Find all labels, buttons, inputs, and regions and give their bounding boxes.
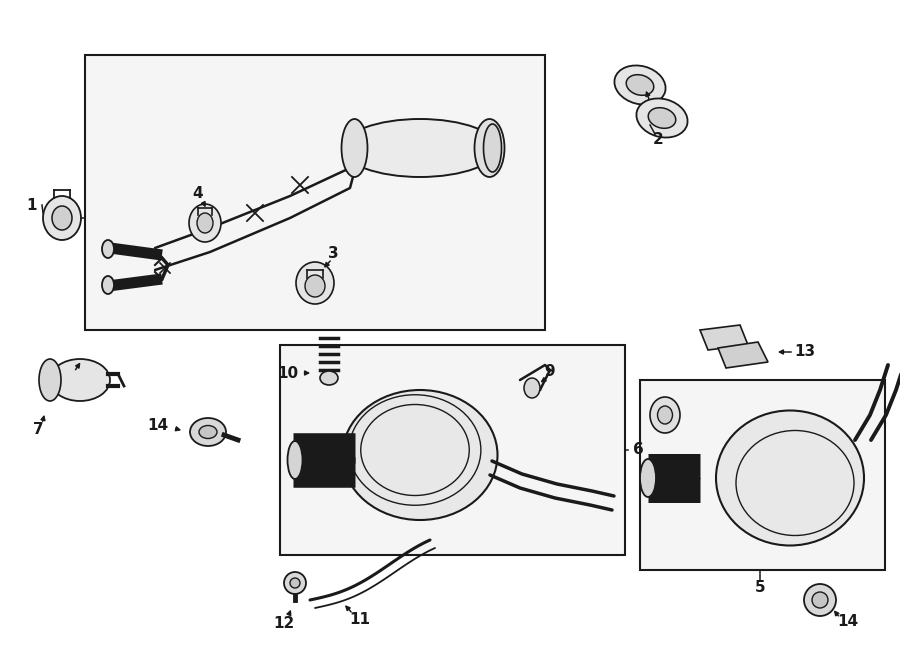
- Ellipse shape: [716, 410, 864, 545]
- Ellipse shape: [296, 262, 334, 304]
- Ellipse shape: [305, 275, 325, 297]
- Ellipse shape: [102, 276, 114, 294]
- Ellipse shape: [804, 584, 836, 616]
- Ellipse shape: [658, 406, 672, 424]
- Ellipse shape: [284, 572, 306, 594]
- Text: 9: 9: [544, 364, 555, 379]
- Text: 14: 14: [837, 615, 859, 629]
- Ellipse shape: [39, 359, 61, 401]
- Ellipse shape: [343, 390, 498, 520]
- Ellipse shape: [343, 119, 498, 177]
- Ellipse shape: [102, 240, 114, 258]
- Text: 12: 12: [274, 615, 294, 631]
- Ellipse shape: [648, 108, 676, 128]
- Polygon shape: [700, 325, 748, 350]
- Ellipse shape: [290, 578, 300, 588]
- Text: 7: 7: [32, 422, 43, 438]
- Ellipse shape: [52, 206, 72, 230]
- Text: 10: 10: [277, 366, 299, 381]
- Ellipse shape: [43, 196, 81, 240]
- Ellipse shape: [341, 119, 367, 177]
- Bar: [280, 345, 625, 555]
- Ellipse shape: [197, 213, 213, 233]
- Text: 6: 6: [633, 442, 643, 457]
- Ellipse shape: [615, 65, 666, 104]
- Text: 5: 5: [755, 580, 765, 596]
- Text: 3: 3: [328, 245, 338, 260]
- Polygon shape: [718, 342, 768, 368]
- Ellipse shape: [640, 459, 656, 497]
- Ellipse shape: [474, 119, 505, 177]
- Bar: [85, 55, 545, 330]
- Text: 14: 14: [148, 418, 168, 432]
- Ellipse shape: [626, 75, 653, 95]
- Ellipse shape: [320, 371, 338, 385]
- Ellipse shape: [636, 98, 688, 137]
- Ellipse shape: [483, 124, 501, 172]
- Text: 1: 1: [27, 198, 37, 212]
- Ellipse shape: [190, 418, 226, 446]
- Ellipse shape: [650, 397, 680, 433]
- Text: 2: 2: [652, 132, 663, 147]
- Ellipse shape: [287, 441, 302, 479]
- Ellipse shape: [50, 359, 110, 401]
- Text: 13: 13: [795, 344, 815, 360]
- Ellipse shape: [524, 378, 540, 398]
- Ellipse shape: [189, 204, 221, 242]
- Text: 11: 11: [349, 613, 371, 627]
- Bar: [640, 380, 885, 570]
- Text: 8: 8: [665, 483, 675, 498]
- Ellipse shape: [199, 426, 217, 438]
- Text: 4: 4: [193, 186, 203, 200]
- Ellipse shape: [812, 592, 828, 608]
